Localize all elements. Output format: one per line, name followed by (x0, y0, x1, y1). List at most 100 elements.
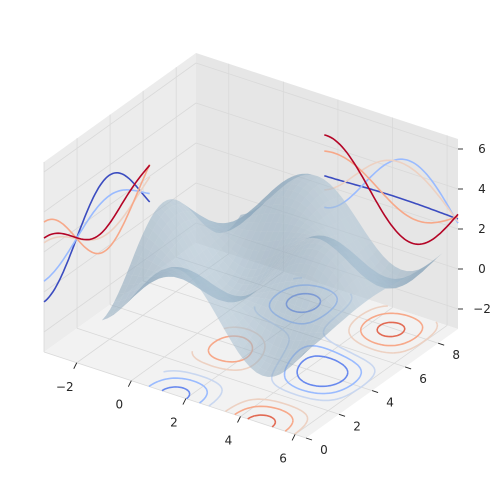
surface-facet (171, 199, 182, 205)
surface-facet (160, 211, 171, 224)
surface-facet (296, 307, 307, 321)
surface-facet (237, 246, 247, 258)
surface-facet (206, 273, 217, 285)
surface-facet (371, 269, 382, 276)
surface-facet (253, 199, 264, 209)
surface-facet (107, 310, 118, 319)
surface-facet (143, 276, 154, 285)
surface-facet (118, 284, 129, 294)
surface-facet (270, 263, 281, 276)
surface-facet (296, 227, 307, 234)
surface-facet (292, 318, 303, 331)
surface-facet (271, 262, 282, 275)
surface-facet (176, 224, 187, 238)
side-profile-x (43, 172, 151, 303)
surface-facet (307, 235, 318, 239)
surface-facet (250, 362, 261, 373)
surface-facet (275, 281, 286, 292)
surface-facet (323, 214, 334, 227)
surface-facet (355, 291, 366, 306)
surface-facet (144, 269, 155, 277)
surface-facet (230, 326, 241, 340)
surface-facet (216, 248, 227, 261)
surface-facet (309, 277, 319, 291)
surface-facet (194, 254, 205, 268)
surface-facet (163, 276, 174, 278)
side-profile-x (43, 188, 150, 282)
surface-facet (253, 312, 263, 324)
surface-facet (231, 302, 242, 311)
surface-facet (254, 323, 265, 337)
surface-facet (281, 259, 292, 271)
surface-facet (301, 243, 312, 250)
surface-facet (302, 339, 313, 348)
surface-facet (122, 274, 133, 285)
surface-facet (261, 222, 272, 232)
surface-facet (244, 283, 255, 292)
surface-facet (283, 176, 294, 183)
surface-facet (290, 305, 301, 319)
surface-facet (322, 299, 333, 313)
surface-facet (187, 211, 198, 219)
surface-facet (337, 220, 348, 233)
surface-facet (373, 249, 384, 262)
surface-facet (353, 258, 364, 267)
surface-facet (248, 275, 259, 285)
surface-facet (308, 312, 319, 325)
surface-facet (345, 215, 356, 229)
surface-facet (349, 281, 360, 295)
surface-facet (192, 241, 203, 255)
surface-facet (424, 259, 435, 269)
surface-facet (125, 294, 136, 305)
surface-facet (313, 243, 324, 251)
surface-facet (162, 223, 173, 238)
surface-facet (279, 179, 290, 187)
surface-facet (263, 204, 274, 214)
surface-facet (329, 237, 340, 243)
surface-facet (351, 266, 362, 279)
surface-facet (294, 219, 305, 228)
surface-facet (321, 238, 332, 243)
surface-facet (297, 180, 308, 188)
surface-facet (357, 259, 368, 268)
surface-facet (264, 240, 275, 251)
surface-facet (183, 211, 194, 220)
surface-facet (266, 262, 277, 276)
surface-facet (263, 307, 273, 320)
surface-facet (347, 251, 358, 260)
surface-facet (273, 222, 283, 232)
surface-facet (289, 246, 300, 257)
surface-facet (361, 274, 372, 286)
surface-facet (195, 227, 206, 239)
surface-facet (392, 285, 403, 289)
surface-facet (251, 207, 262, 217)
surface-facet (295, 244, 306, 253)
surface-facet (367, 240, 378, 255)
surface-facet (138, 267, 149, 277)
surface-facet (184, 247, 195, 261)
surface-facet (357, 235, 368, 249)
surface-facet (313, 268, 324, 282)
surface-facet (175, 199, 186, 206)
surface-facet (257, 206, 268, 216)
surface-facet (258, 315, 269, 329)
surface-facet (274, 347, 285, 358)
surface-facet (289, 263, 300, 273)
surface-facet (250, 260, 261, 270)
surface-facet (341, 217, 352, 231)
surface-facet (379, 280, 390, 289)
surface-facet (114, 293, 125, 302)
surface-facet (147, 275, 158, 283)
surface-facet (334, 312, 345, 323)
surface-facet (275, 184, 286, 193)
tick-mark (404, 366, 412, 370)
surface-facet (242, 277, 253, 285)
surface-facet (177, 271, 188, 275)
surface-facet (202, 291, 213, 303)
surface-facet (281, 250, 292, 263)
surface-facet (272, 257, 283, 270)
surface-facet (316, 294, 327, 308)
surface-facet (273, 182, 284, 191)
surface-facet (293, 282, 304, 295)
surface-facet (232, 310, 243, 323)
